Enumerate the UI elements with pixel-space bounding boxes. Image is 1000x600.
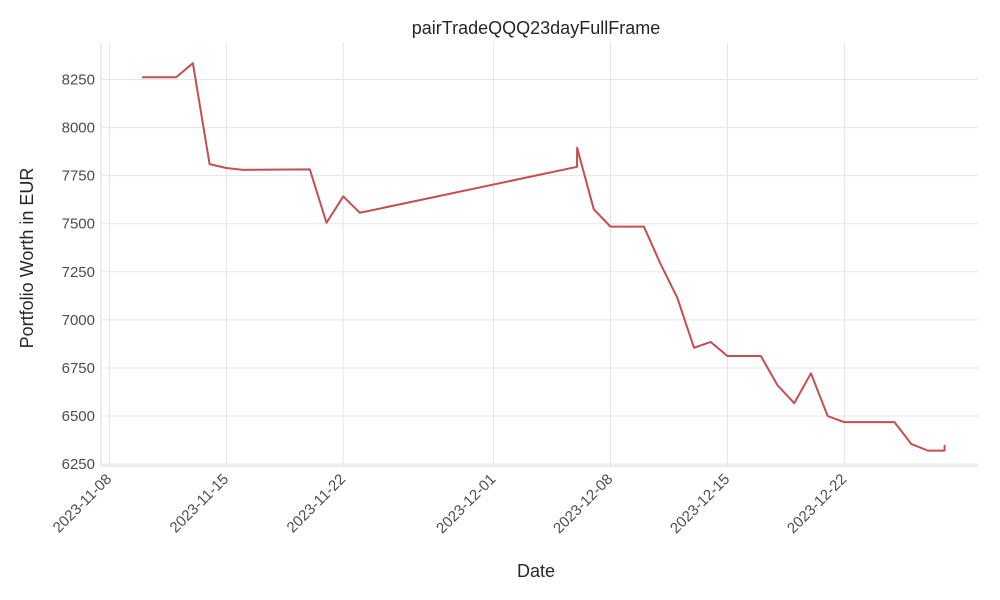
y-tick-label: 6250 — [62, 456, 95, 473]
y-tick-label: 7500 — [62, 216, 95, 233]
series-line-0 — [141, 62, 946, 452]
y-tick-label: 7750 — [62, 168, 95, 185]
x-axis-label: Date — [517, 561, 555, 581]
y-tick-label: 6500 — [62, 408, 95, 425]
y-tick-label: 7250 — [62, 264, 95, 281]
chart-title: pairTradeQQQ23dayFullFrame — [412, 18, 660, 38]
y-tick-label: 6750 — [62, 360, 95, 377]
y-tick-label: 7000 — [62, 312, 95, 329]
y-axis-label: Portfolio Worth in EUR — [17, 168, 37, 349]
series-layer — [141, 62, 946, 452]
y-tick-labels: 6250 6500 6750 7000 7250 7500 7750 8000 8250 — [62, 72, 95, 474]
y-tick-label: 8000 — [62, 120, 95, 137]
y-tick-label: 8250 — [62, 72, 95, 89]
axes — [100, 43, 978, 467]
grid-lines — [101, 43, 978, 466]
